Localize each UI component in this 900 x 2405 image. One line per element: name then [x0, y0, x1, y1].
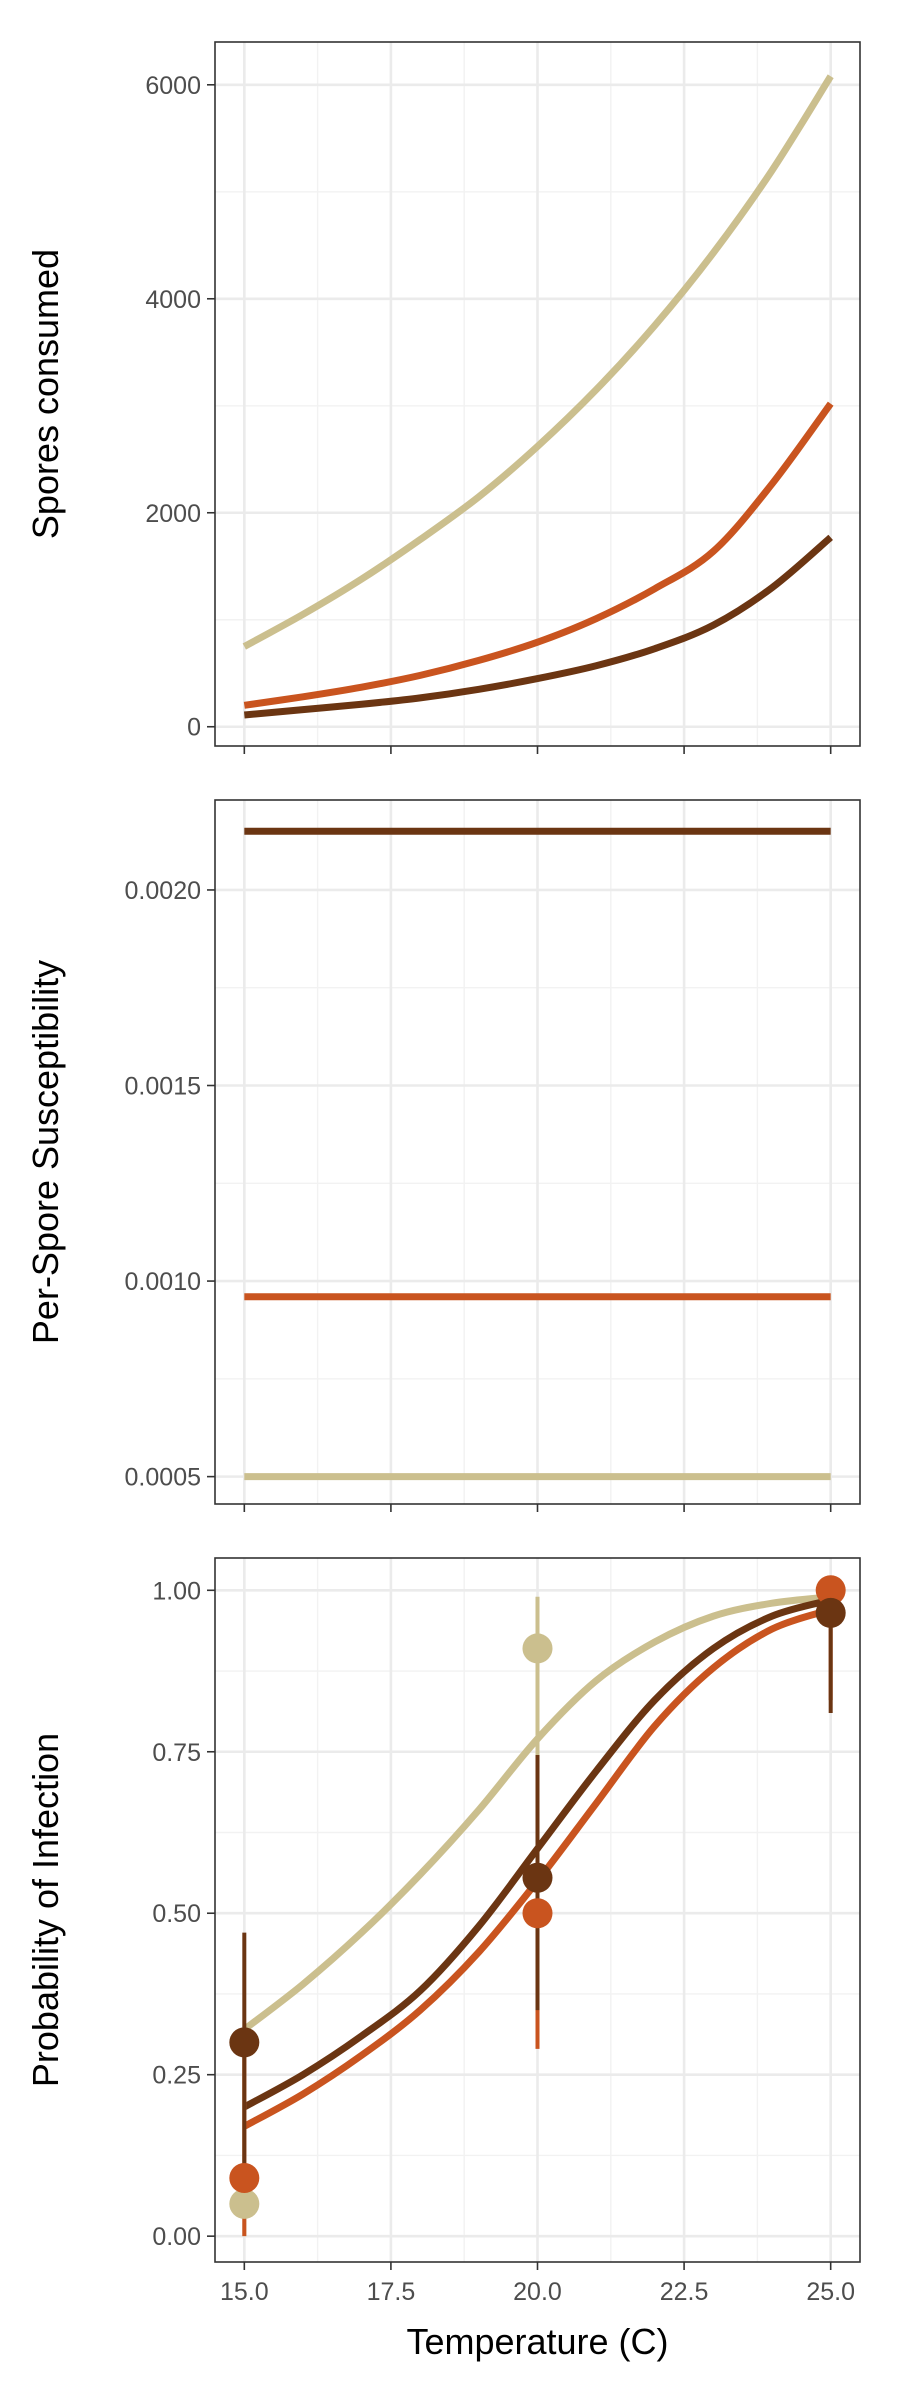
y-axis-title: Per-Spore Susceptibility [25, 960, 66, 1344]
series-line-3 [243, 534, 833, 719]
series-line-2 [243, 401, 834, 709]
data-point [522, 1862, 553, 1893]
x-tick-label: 25.0 [806, 2278, 855, 2306]
y-tick-label: 0.0015 [125, 1073, 201, 1101]
data-point [815, 1597, 846, 1628]
x-tick-label: 17.5 [367, 2278, 416, 2306]
data-point [522, 1633, 553, 1664]
y-tick-label: 0.0005 [125, 1464, 201, 1492]
series-line-1 [242, 74, 834, 650]
data-point [229, 2163, 260, 2194]
data-point [815, 1575, 846, 1606]
y-tick-label: 1.00 [152, 1577, 201, 1605]
panel-1: 0 2000 4000 6000 Spores consumed [25, 41, 861, 754]
y-axis-title: Probability of Infection [25, 1733, 66, 2087]
y-tick-label: 2000 [145, 500, 201, 528]
x-tick-label: 22.5 [660, 2278, 709, 2306]
y-tick-label: 0.0010 [125, 1268, 201, 1296]
y-tick-label: 0.25 [152, 2062, 201, 2090]
x-tick-label: 20.0 [513, 2278, 562, 2306]
y-tick-label: 0.50 [152, 1900, 201, 1928]
series-line-1 [242, 1593, 832, 2033]
y-tick-label: 0.0020 [125, 877, 201, 905]
y-tick-label: 0.75 [152, 1739, 201, 1767]
data-point [229, 2188, 260, 2219]
y-tick-label: 0 [187, 714, 201, 742]
x-tick-label: 15.0 [220, 2278, 269, 2306]
y-tick-label: 6000 [145, 72, 201, 100]
panel-2: 0.0005 0.0010 0.0015 0.0020 Per-Spore Suscep… [25, 799, 861, 1512]
y-tick-label: 4000 [145, 286, 201, 314]
x-axis-title: Temperature (C) [406, 2321, 668, 2362]
panel-3: 0.00 0.25 0.50 0.75 1.00 15.0 17.5 20.0 22.5 25.0… [25, 1557, 861, 2362]
data-point [522, 1898, 553, 1929]
y-tick-label: 0.00 [152, 2223, 201, 2251]
y-axis-title: Spores consumed [25, 249, 66, 539]
data-point [229, 2027, 260, 2058]
